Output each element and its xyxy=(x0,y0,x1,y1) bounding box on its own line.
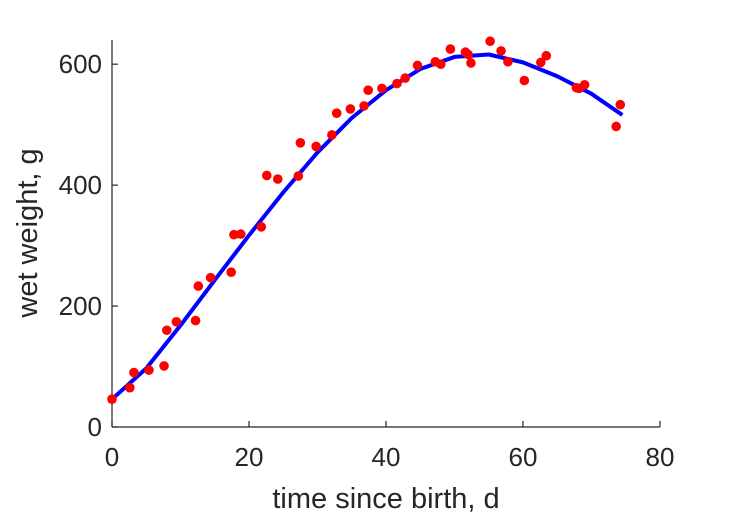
data-point xyxy=(466,58,476,68)
data-point xyxy=(159,361,169,371)
data-point xyxy=(311,141,321,152)
data-point xyxy=(345,104,356,114)
data-point xyxy=(256,222,267,232)
data-point xyxy=(190,315,201,326)
data-point xyxy=(503,56,513,67)
data-point xyxy=(193,281,204,291)
data-point xyxy=(272,174,283,184)
data-point xyxy=(611,121,621,132)
x-tick-label: 80 xyxy=(646,442,675,472)
data-point xyxy=(295,138,306,148)
data-point xyxy=(541,50,552,61)
data-point xyxy=(327,130,337,140)
data-point xyxy=(331,108,342,118)
data-point xyxy=(463,49,474,60)
data-point xyxy=(205,272,216,283)
data-point xyxy=(162,325,172,336)
x-tick-label: 20 xyxy=(235,442,264,472)
data-point xyxy=(579,79,590,90)
x-axis-title: time since birth, d xyxy=(272,483,499,515)
y-tick-label: 200 xyxy=(59,291,102,321)
data-point xyxy=(235,229,246,239)
axes xyxy=(111,40,660,428)
data-point xyxy=(412,60,423,71)
data-point xyxy=(400,73,410,83)
data-point xyxy=(496,46,506,56)
data-point xyxy=(171,316,182,327)
data-point xyxy=(445,44,456,54)
fit-curve xyxy=(110,52,624,401)
data-point xyxy=(392,78,402,89)
x-tick-label: 0 xyxy=(105,442,119,472)
data-point xyxy=(519,75,530,86)
data-point xyxy=(125,382,135,393)
data-point xyxy=(485,36,495,47)
y-tick-label: 400 xyxy=(59,170,102,200)
y-tick-label: 600 xyxy=(59,49,102,79)
data-point xyxy=(293,171,304,181)
x-tick-label: 60 xyxy=(509,442,538,472)
data-point xyxy=(363,85,373,95)
data-point xyxy=(107,394,117,404)
data-point xyxy=(536,57,546,68)
data-point xyxy=(436,59,446,69)
data-point xyxy=(129,367,139,378)
data-point xyxy=(359,101,369,111)
y-axis-title: wet weight, g xyxy=(12,148,44,318)
data-point xyxy=(377,83,387,94)
data-point xyxy=(226,267,236,278)
data-point xyxy=(144,365,154,375)
data-point xyxy=(262,170,272,181)
series-layer xyxy=(107,36,626,404)
data-point xyxy=(615,99,626,110)
x-tick-label: 40 xyxy=(372,442,401,472)
ticks: 0 20 40 60 80 0 200 400 600 xyxy=(59,49,675,472)
y-tick-label: 0 xyxy=(88,412,102,442)
